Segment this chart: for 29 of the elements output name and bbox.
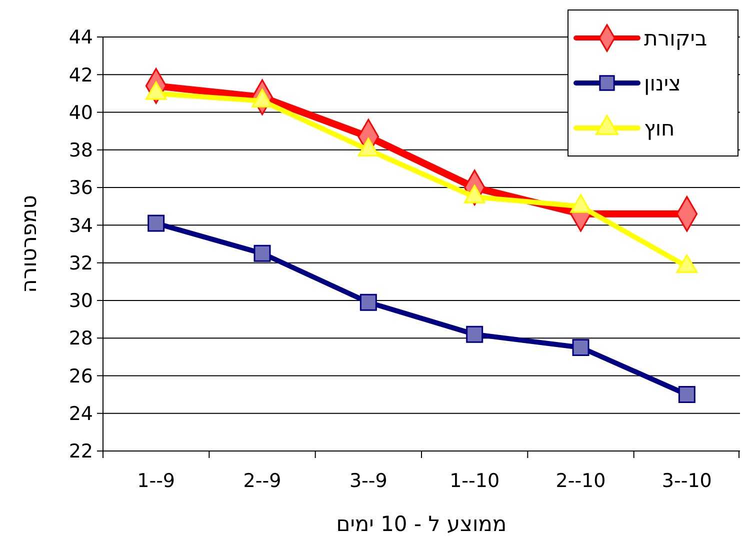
x-tick-label: 1--9 — [137, 470, 176, 492]
x-tick-label: 3--10 — [662, 470, 712, 492]
x-tick-label: 3--9 — [349, 470, 388, 492]
point — [148, 214, 165, 232]
y-tick-label: 22 — [68, 440, 93, 463]
point — [360, 294, 377, 311]
legend-label: ביקורת — [644, 26, 708, 50]
x-tick-label: 2--9 — [243, 470, 282, 492]
x-tick-label: 2--10 — [556, 470, 606, 492]
y-tick-label: 36 — [68, 177, 93, 200]
y-tick-label: 32 — [68, 252, 93, 274]
point — [466, 326, 484, 343]
x-tick-label: 1--10 — [450, 470, 500, 492]
y-tick-label: 28 — [68, 328, 93, 350]
x-axis-title: ממוצע ל - 10 ימים — [336, 512, 507, 536]
legend-label: חוץ — [644, 116, 675, 140]
y-tick-label: 34 — [68, 214, 93, 237]
y-tick-label: 26 — [68, 365, 93, 388]
y-tick-label: 30 — [68, 290, 93, 312]
y-tick-label: 44 — [68, 26, 93, 49]
legend-label: צינון — [644, 71, 682, 96]
point — [678, 386, 696, 404]
y-tick-label: 38 — [68, 140, 93, 162]
y-axis-title: טמפרטורה — [17, 195, 41, 293]
point — [254, 244, 271, 262]
y-tick-label: 24 — [68, 403, 93, 426]
point — [572, 339, 590, 356]
y-tick-label: 40 — [68, 102, 93, 124]
y-tick-label: 42 — [68, 64, 93, 86]
